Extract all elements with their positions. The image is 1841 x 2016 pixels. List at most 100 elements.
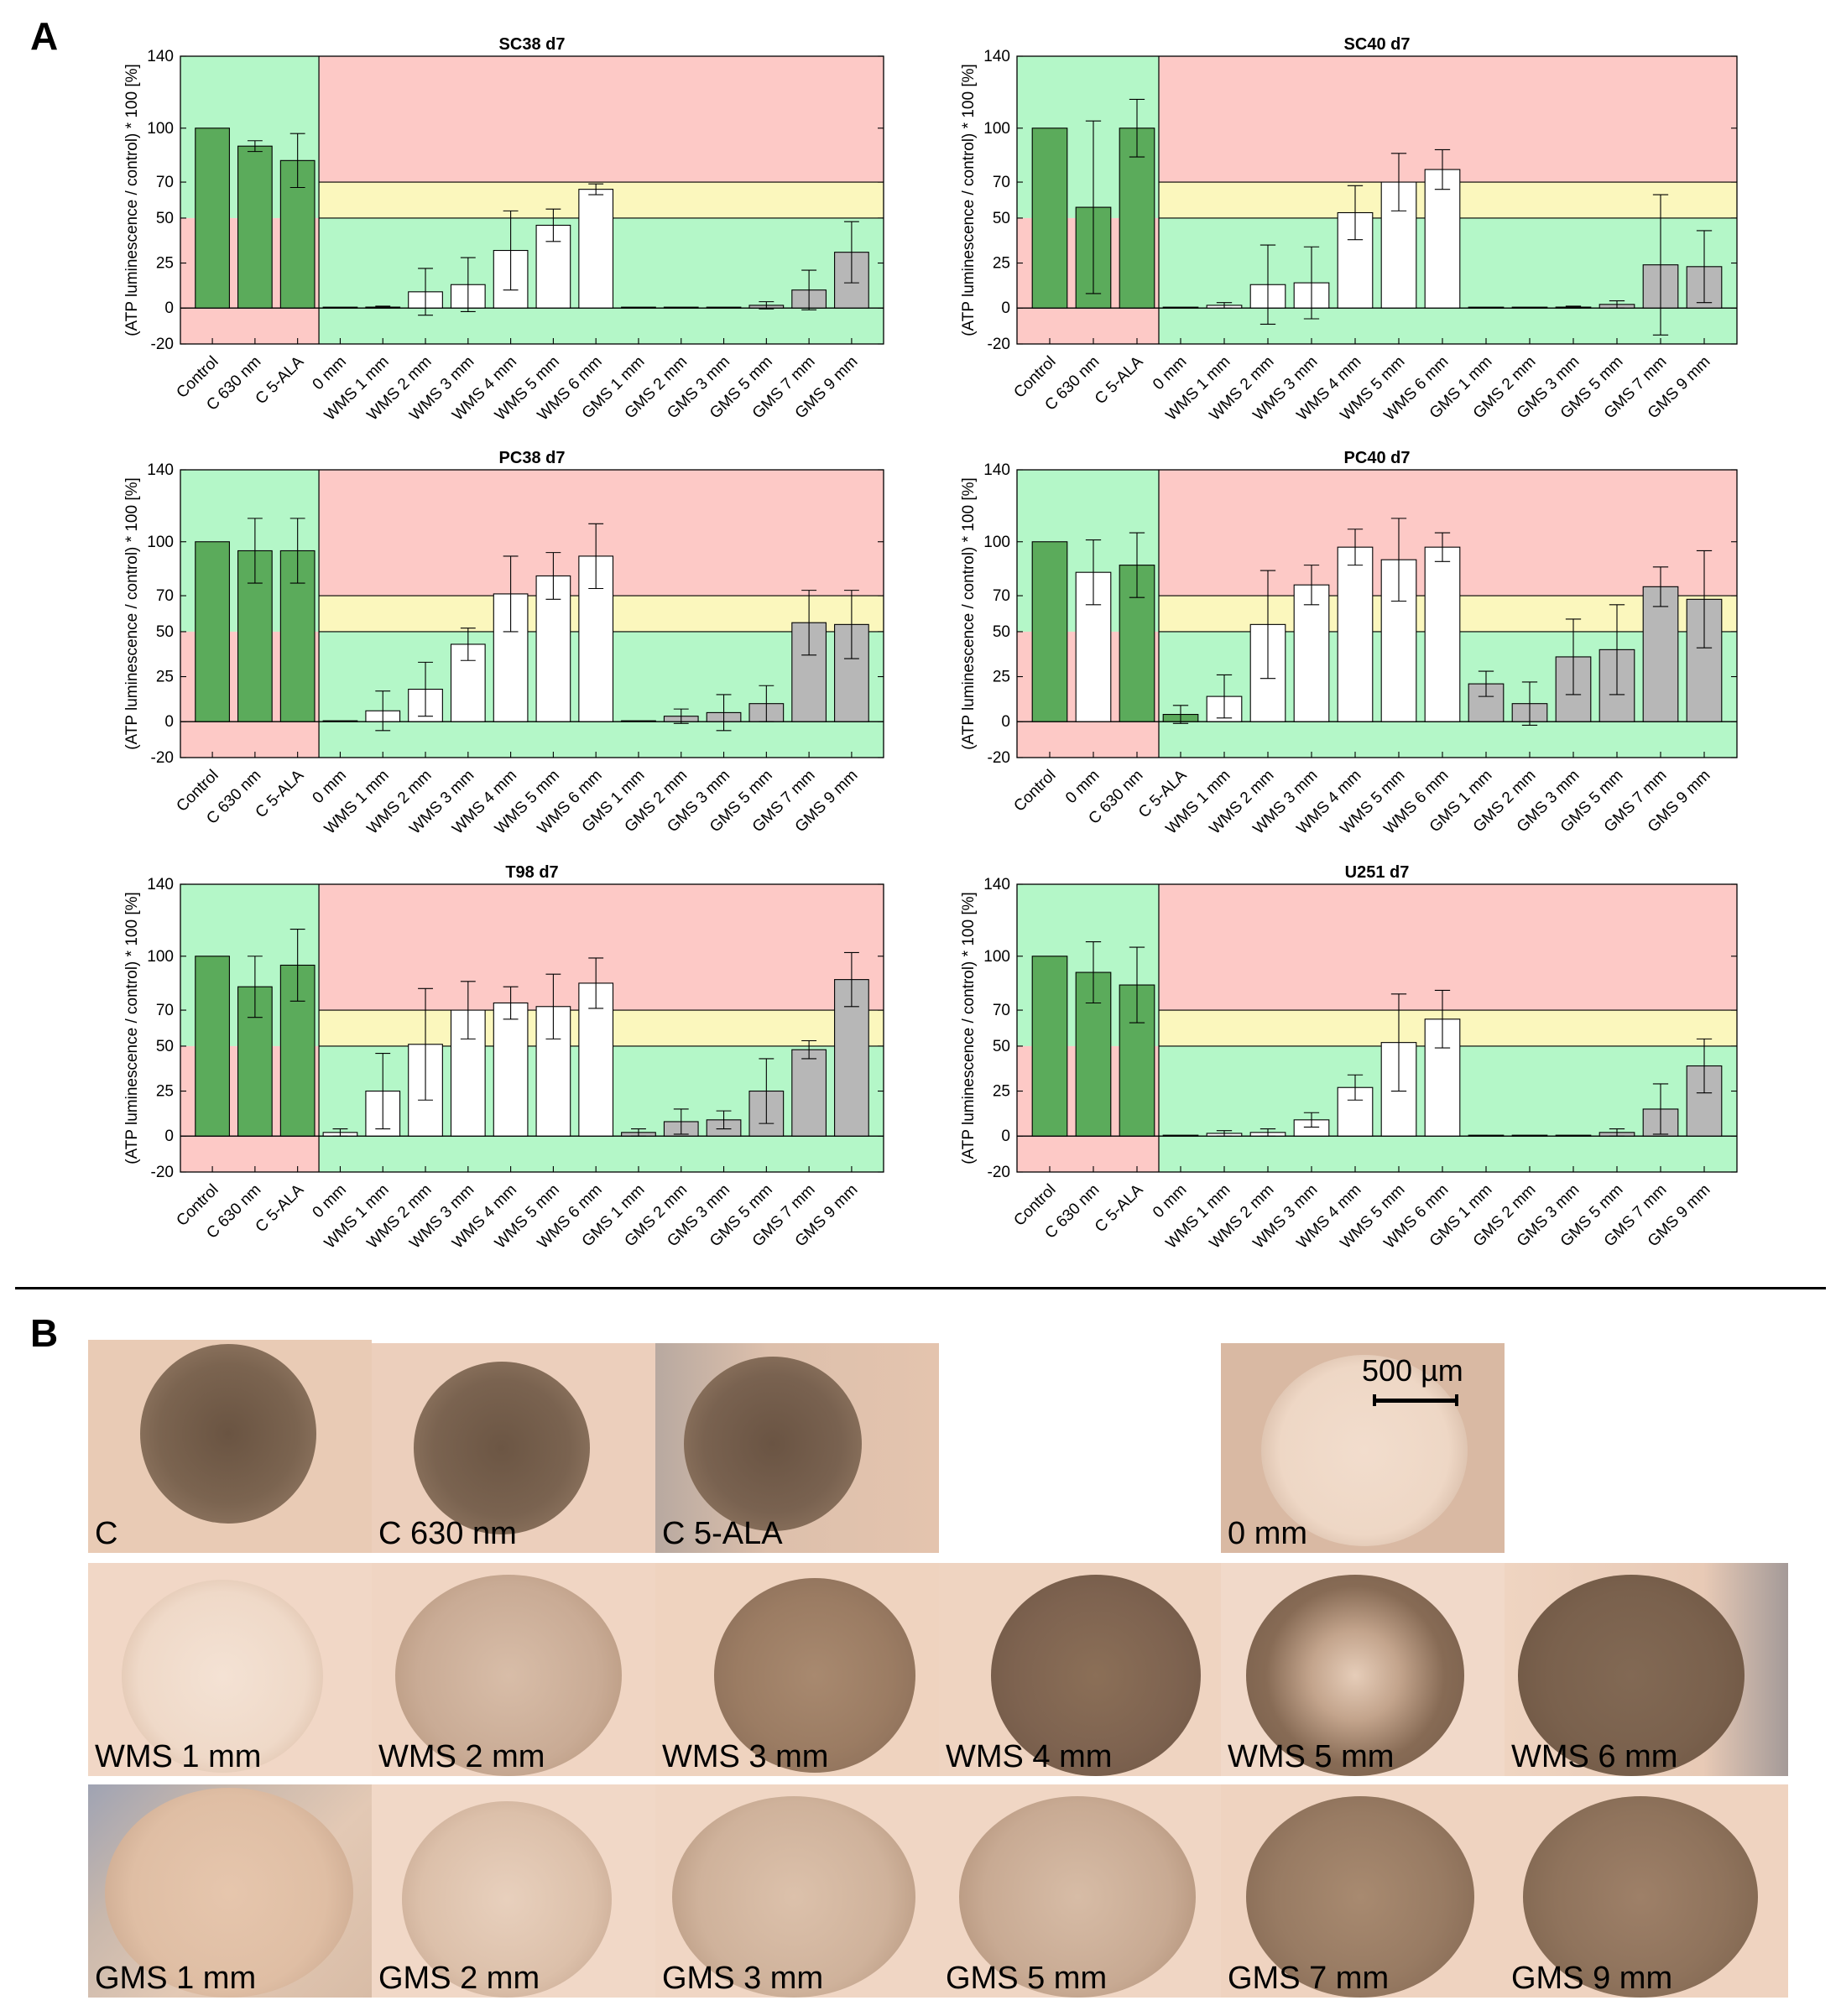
y-tick-label: 140 xyxy=(147,48,174,65)
bar xyxy=(279,159,316,309)
y-tick-label: 25 xyxy=(156,1083,174,1101)
y-tick-label: 0 xyxy=(1001,1128,1010,1145)
plot-frame xyxy=(1016,883,1738,1173)
panel-a-label: A xyxy=(30,14,59,58)
plot-frame xyxy=(180,883,884,1173)
chart-title: PC40 d7 xyxy=(1344,449,1411,467)
photo-label: GMS 3 mm xyxy=(662,1961,824,1997)
y-tick-label: 70 xyxy=(993,1002,1010,1019)
y-tick-label: 70 xyxy=(156,174,174,191)
y-axis-label: (ATP luminescence / control) * 100 [%] xyxy=(123,477,141,750)
y-tick-label: 0 xyxy=(164,300,174,317)
spheroid xyxy=(414,1362,590,1534)
bar xyxy=(1031,128,1068,309)
y-tick-label: 140 xyxy=(983,48,1010,65)
y-tick-label: 70 xyxy=(156,587,174,605)
photo-wms-5mm: WMS 5 mm xyxy=(1221,1563,1505,1776)
chart-title: T98 d7 xyxy=(505,863,558,882)
photo-label: GMS 5 mm xyxy=(946,1961,1108,1997)
photo-wms-3mm: WMS 3 mm xyxy=(655,1563,939,1776)
y-tick-label: 70 xyxy=(156,1002,174,1019)
bar xyxy=(1162,1134,1199,1137)
y-tick-label: 50 xyxy=(993,1038,1010,1055)
bar xyxy=(535,575,571,722)
plot-frame xyxy=(180,469,884,758)
photo-wms-2mm: WMS 2 mm xyxy=(372,1563,655,1776)
y-tick-label: 50 xyxy=(156,1038,174,1055)
bar xyxy=(1511,1134,1548,1137)
photo-gms-2mm: GMS 2 mm xyxy=(372,1784,655,1998)
y-tick-label: 70 xyxy=(993,174,1010,191)
y-tick-label: 25 xyxy=(156,669,174,686)
bar xyxy=(706,306,742,309)
y-tick-label: -20 xyxy=(151,336,174,353)
spheroid xyxy=(122,1580,323,1773)
spheroid xyxy=(402,1801,612,1998)
photo-wms-4mm: WMS 4 mm xyxy=(939,1563,1221,1776)
bar xyxy=(1031,541,1068,722)
y-tick-label: 0 xyxy=(1001,300,1010,317)
photo-label: C xyxy=(95,1516,118,1552)
photo-wms-1mm: WMS 1 mm xyxy=(88,1563,372,1776)
bar xyxy=(195,541,230,722)
spheroid xyxy=(959,1796,1196,1998)
y-tick-label: 50 xyxy=(156,210,174,227)
y-tick-label: 50 xyxy=(156,623,174,641)
y-tick-label: 50 xyxy=(993,210,1010,227)
spheroid xyxy=(1246,1796,1474,1998)
y-tick-label: -20 xyxy=(151,749,174,767)
spheroid xyxy=(1246,1575,1464,1776)
spheroid xyxy=(991,1575,1201,1776)
y-tick-label: 70 xyxy=(993,587,1010,605)
photo-label: WMS 1 mm xyxy=(95,1739,262,1775)
photo-gms-9mm: GMS 9 mm xyxy=(1505,1784,1788,1998)
photo-c-630nm: C 630 nm xyxy=(372,1343,655,1553)
bar xyxy=(1468,1134,1505,1137)
chart-title: SC38 d7 xyxy=(499,35,566,54)
y-tick-label: 0 xyxy=(1001,713,1010,731)
y-axis-label: (ATP luminescence / control) * 100 [%] xyxy=(123,64,141,336)
photo-label: C 5-ALA xyxy=(662,1516,783,1552)
photo-label: 0 mm xyxy=(1228,1516,1307,1552)
y-tick-label: 100 xyxy=(147,120,174,138)
bar xyxy=(1424,546,1461,722)
zone-treated-red xyxy=(1159,56,1737,183)
y-tick-label: 25 xyxy=(993,255,1010,273)
spheroid xyxy=(672,1796,915,1998)
photo-label: GMS 1 mm xyxy=(95,1961,257,1997)
spheroid xyxy=(1523,1796,1758,1998)
bar xyxy=(1468,306,1505,309)
panel-divider xyxy=(15,1287,1826,1289)
photo-gms-1mm: GMS 1 mm xyxy=(88,1784,372,1998)
bar xyxy=(1337,546,1374,722)
bar xyxy=(1119,128,1155,309)
y-tick-label: 100 xyxy=(983,534,1010,551)
bar xyxy=(237,145,273,309)
chart-title: PC38 d7 xyxy=(499,449,566,467)
photo-label: WMS 6 mm xyxy=(1511,1739,1678,1775)
bar xyxy=(1555,1134,1592,1137)
y-axis-label: (ATP luminescence / control) * 100 [%] xyxy=(960,64,978,336)
photo-label: C 630 nm xyxy=(378,1516,517,1552)
photo-label: WMS 5 mm xyxy=(1228,1739,1395,1775)
photo-gms-5mm: GMS 5 mm xyxy=(939,1784,1221,1998)
y-tick-label: 140 xyxy=(983,461,1010,479)
y-tick-label: 140 xyxy=(147,461,174,479)
photo-label: WMS 2 mm xyxy=(378,1739,545,1775)
y-tick-label: 100 xyxy=(147,534,174,551)
y-tick-label: 100 xyxy=(983,948,1010,966)
y-tick-label: -20 xyxy=(151,1164,174,1181)
zone-treated-red xyxy=(1159,884,1737,1011)
y-tick-label: 25 xyxy=(156,255,174,273)
bar xyxy=(195,128,230,309)
bar xyxy=(195,956,230,1137)
photo-c: C xyxy=(88,1340,372,1553)
y-axis-label: (ATP luminescence / control) * 100 [%] xyxy=(960,477,978,750)
bar xyxy=(322,306,358,309)
bar xyxy=(1162,306,1199,309)
photo-gms-7mm: GMS 7 mm xyxy=(1221,1784,1505,1998)
plot-frame xyxy=(1016,469,1738,758)
